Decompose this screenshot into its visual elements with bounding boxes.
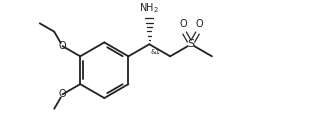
Text: O: O <box>195 19 203 29</box>
Text: O: O <box>179 19 187 29</box>
Text: S: S <box>188 39 195 49</box>
Text: O: O <box>59 41 66 51</box>
Text: &1: &1 <box>150 49 160 55</box>
Text: O: O <box>59 89 66 99</box>
Text: NH$_2$: NH$_2$ <box>139 1 159 15</box>
